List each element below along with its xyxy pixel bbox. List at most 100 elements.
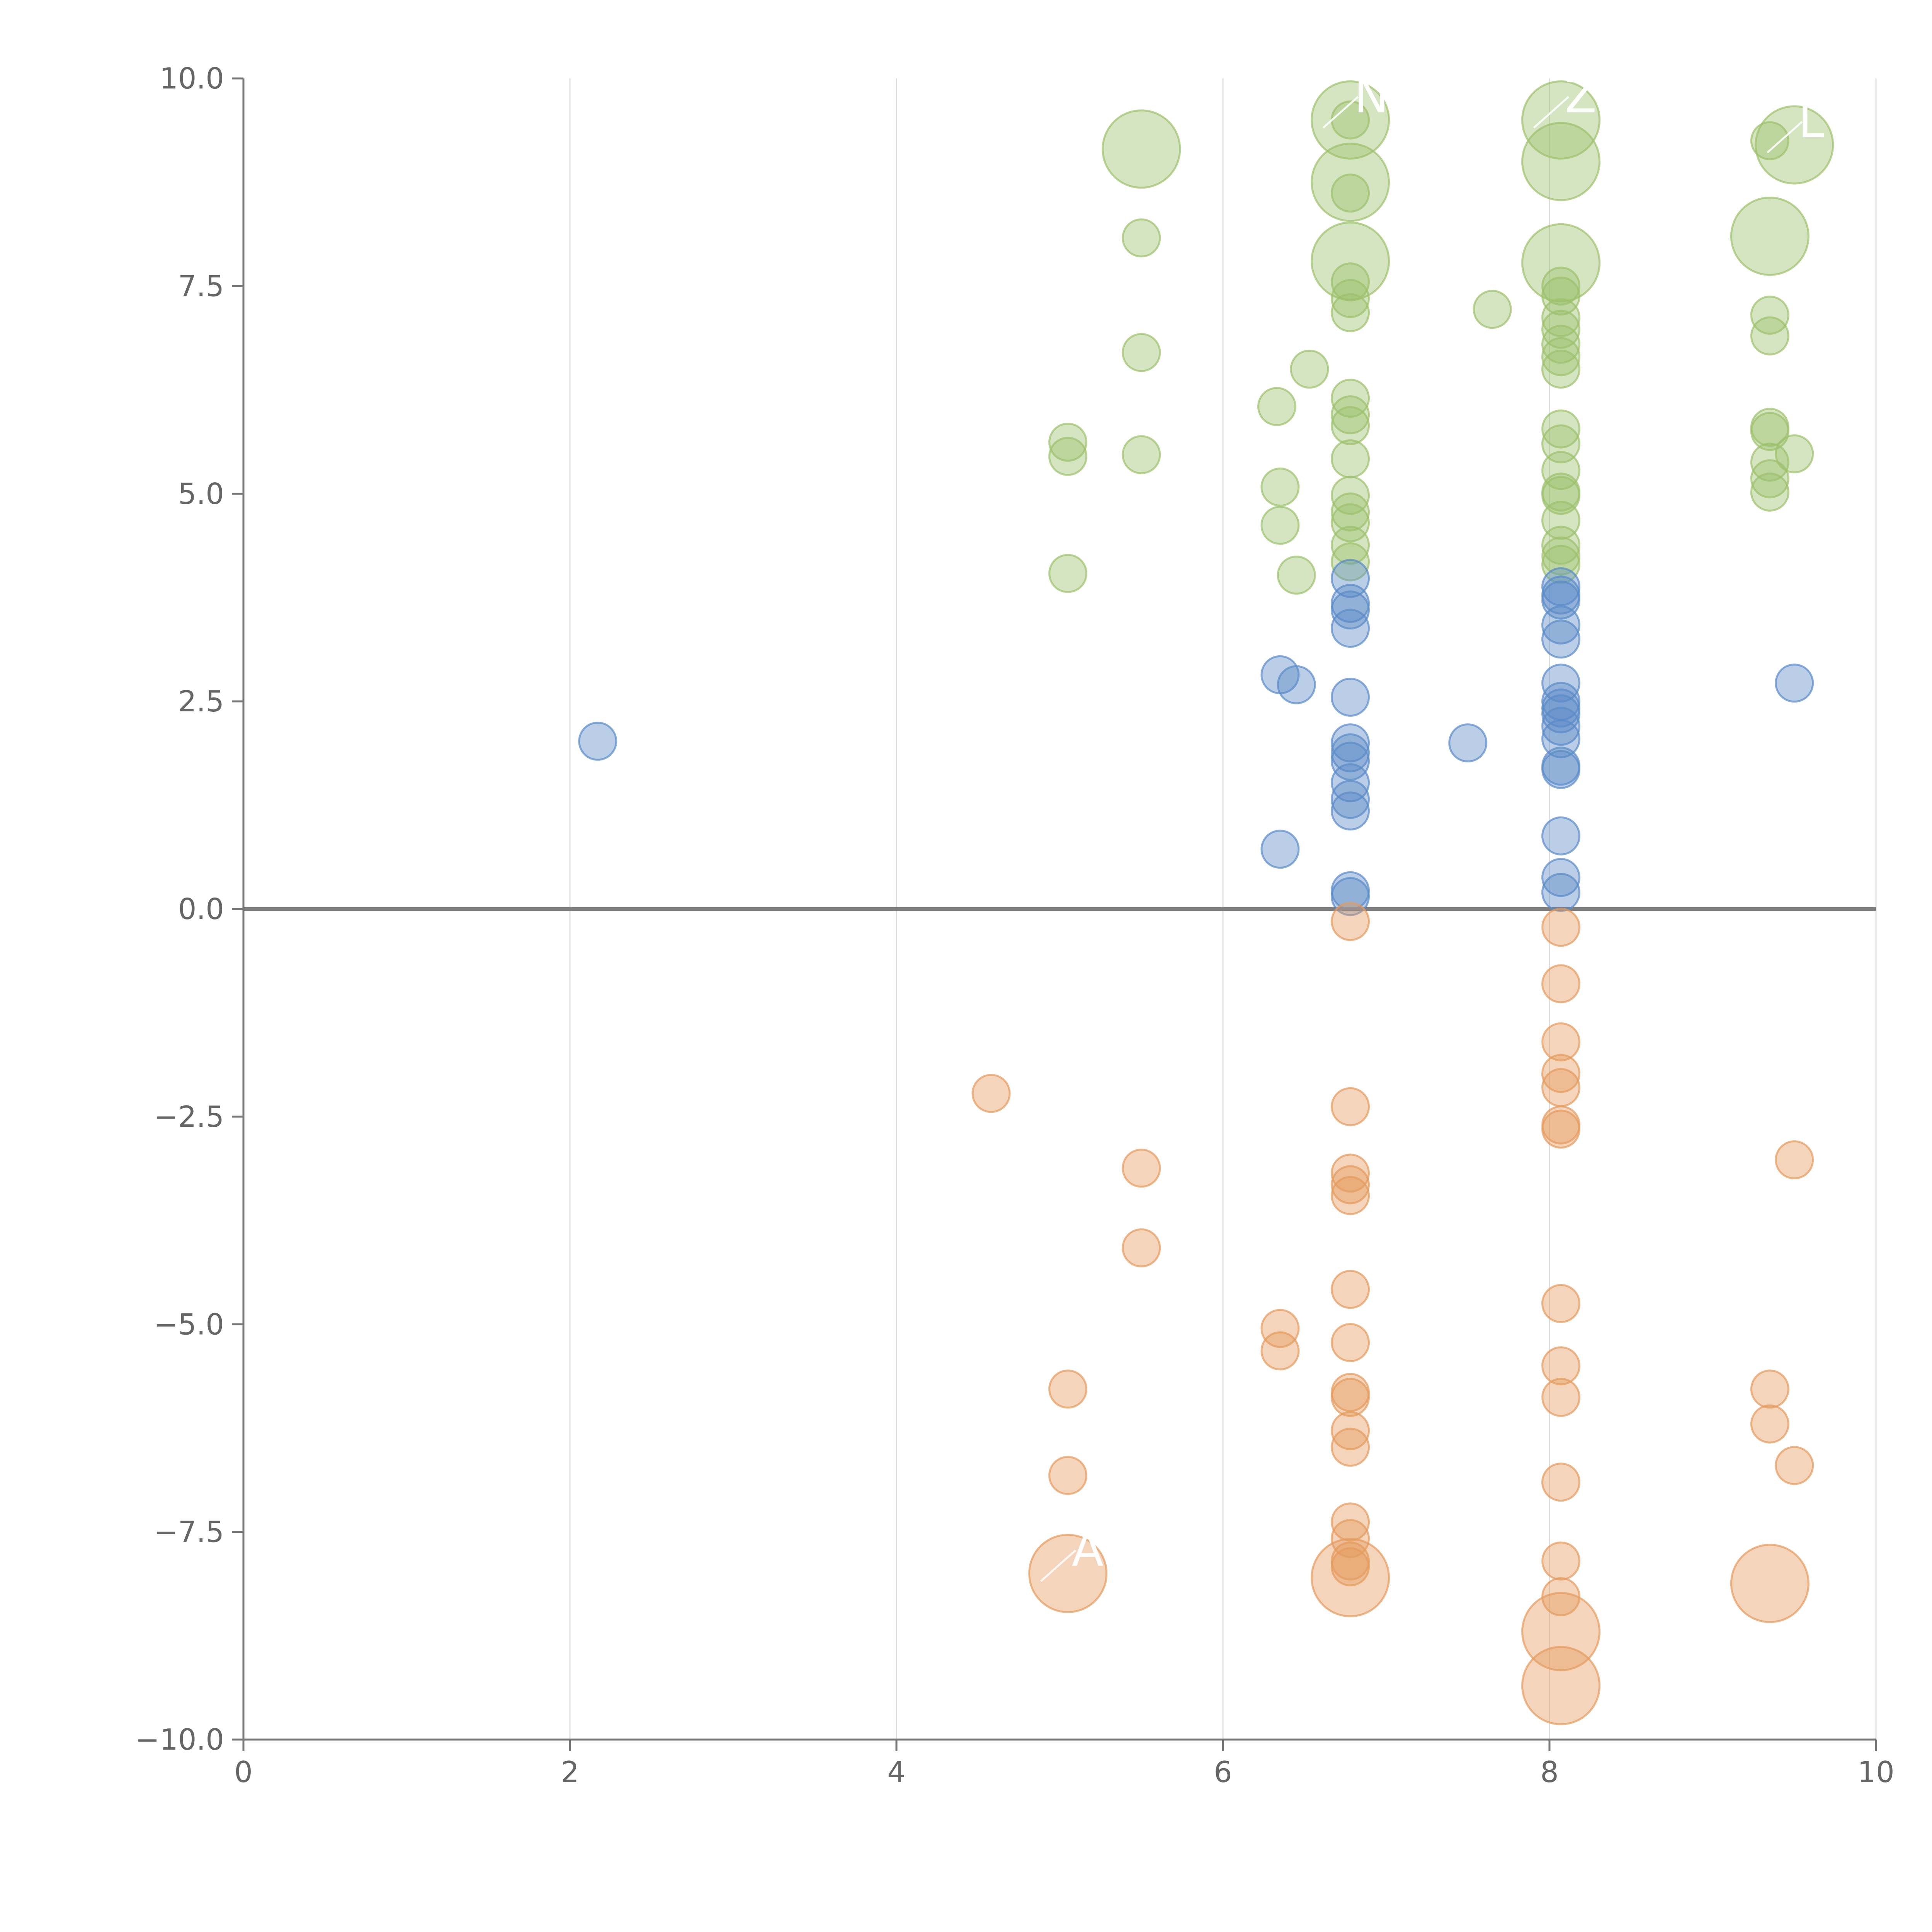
y-tick-label: −10.0 (135, 1723, 224, 1757)
data-point-green (1277, 555, 1316, 595)
data-point-green (1260, 468, 1300, 507)
data-point-orange (1541, 1022, 1581, 1061)
data-point-orange (1260, 1309, 1300, 1348)
data-point-orange (1521, 1592, 1601, 1672)
data-point-green (1521, 80, 1601, 160)
data-point-blue (1541, 567, 1581, 606)
data-point-green (1750, 412, 1789, 451)
data-point-blue (1277, 665, 1316, 704)
data-point-blue (1541, 750, 1581, 789)
y-tick-label: 7.5 (178, 269, 224, 303)
data-point-orange (1541, 1541, 1581, 1581)
data-point-orange (1541, 908, 1581, 947)
data-point-orange (1331, 902, 1370, 941)
data-point-green (1541, 298, 1581, 337)
data-point-green (1331, 492, 1370, 532)
data-point-orange (1260, 1331, 1300, 1371)
data-point-blue (1331, 609, 1370, 648)
data-point-orange (1541, 1346, 1581, 1386)
x-tick-label: 2 (561, 1755, 579, 1789)
data-point-green (1122, 435, 1161, 474)
annotation-layer: N Z L A (1040, 70, 1824, 1582)
data-point-green (1750, 442, 1789, 482)
data-point-blue (1331, 742, 1370, 781)
data-point-green (1521, 122, 1601, 201)
data-point-green (1311, 143, 1390, 222)
data-point-orange (1048, 1456, 1088, 1495)
data-point-green (1122, 333, 1161, 372)
points-layer (578, 80, 1834, 1725)
x-tick-label: 4 (887, 1755, 906, 1789)
data-point-green (1541, 536, 1581, 576)
data-point-orange (1331, 1547, 1370, 1587)
data-point-green (1541, 544, 1581, 584)
data-point-blue (1448, 723, 1488, 763)
data-point-green (1331, 542, 1370, 582)
data-point-blue (1541, 873, 1581, 912)
data-point-blue (1541, 719, 1581, 759)
data-point-green (1331, 476, 1370, 515)
data-point-green (1521, 223, 1601, 303)
data-point-orange (1730, 1544, 1810, 1623)
data-point-orange (1331, 1502, 1370, 1542)
data-point-blue (1775, 663, 1814, 703)
data-point-orange (1331, 1176, 1370, 1215)
data-point-orange (1331, 1153, 1370, 1193)
data-point-orange (1331, 1165, 1370, 1204)
data-point-orange (1331, 1270, 1370, 1309)
data-point-green (1048, 422, 1088, 462)
x-tick-label: 8 (1540, 1755, 1559, 1789)
data-point-green (1257, 387, 1296, 426)
data-point-green (1755, 105, 1834, 185)
data-point-orange (1331, 1378, 1370, 1417)
data-point-green (1290, 349, 1329, 389)
data-point-green (1331, 173, 1370, 213)
data-point-orange (1541, 1068, 1581, 1107)
data-point-green (1750, 296, 1789, 335)
data-point-orange (1775, 1140, 1814, 1180)
data-point-green (1775, 434, 1814, 474)
data-point-green (1541, 424, 1581, 464)
data-point-orange (1541, 1054, 1581, 1093)
data-point-blue (1331, 763, 1370, 803)
y-tick-label: 0.0 (178, 892, 224, 926)
data-point-orange (1331, 1427, 1370, 1467)
data-point-green (1541, 310, 1581, 349)
data-point-green (1331, 395, 1370, 435)
data-point-blue (1331, 780, 1370, 819)
data-point-orange (1331, 1087, 1370, 1126)
y-tick-label: −2.5 (154, 1100, 224, 1134)
y-tick-label: 10.0 (160, 61, 224, 95)
data-point-orange (1541, 1284, 1581, 1323)
data-point-orange (1122, 1148, 1161, 1188)
data-point-green (1331, 293, 1370, 332)
data-point-green (1541, 266, 1581, 306)
data-point-orange (1311, 1538, 1390, 1617)
data-point-blue (1541, 605, 1581, 645)
x-tick-label: 0 (234, 1755, 253, 1789)
data-point-orange (971, 1074, 1011, 1113)
data-point-green (1750, 121, 1789, 160)
data-point-green (1541, 349, 1581, 389)
data-point-orange (1541, 964, 1581, 1003)
annotation-leader-line (1533, 96, 1570, 129)
data-point-blue (578, 721, 617, 761)
data-point-green (1473, 290, 1512, 329)
y-tick-label: −5.0 (154, 1307, 224, 1341)
data-point-green (1331, 526, 1370, 565)
data-point-blue (1541, 707, 1581, 746)
data-point-blue (1260, 830, 1300, 869)
axes-layer: 0 2 4 6 8 10 −10.0 −7.5 −5.0 −2.5 0.0 2.5 5.0 7.5 10.0 (135, 61, 1895, 1789)
data-point-green (1311, 80, 1390, 160)
data-point-green (1541, 337, 1581, 376)
data-point-green (1048, 554, 1088, 593)
data-point-green (1331, 406, 1370, 445)
data-point-orange (1775, 1446, 1814, 1485)
data-point-blue (1541, 816, 1581, 855)
data-point-green (1048, 437, 1088, 476)
data-point-blue (1541, 858, 1581, 897)
data-point-blue (1331, 677, 1370, 717)
data-point-orange (1122, 1228, 1161, 1267)
data-point-green (1331, 262, 1370, 302)
